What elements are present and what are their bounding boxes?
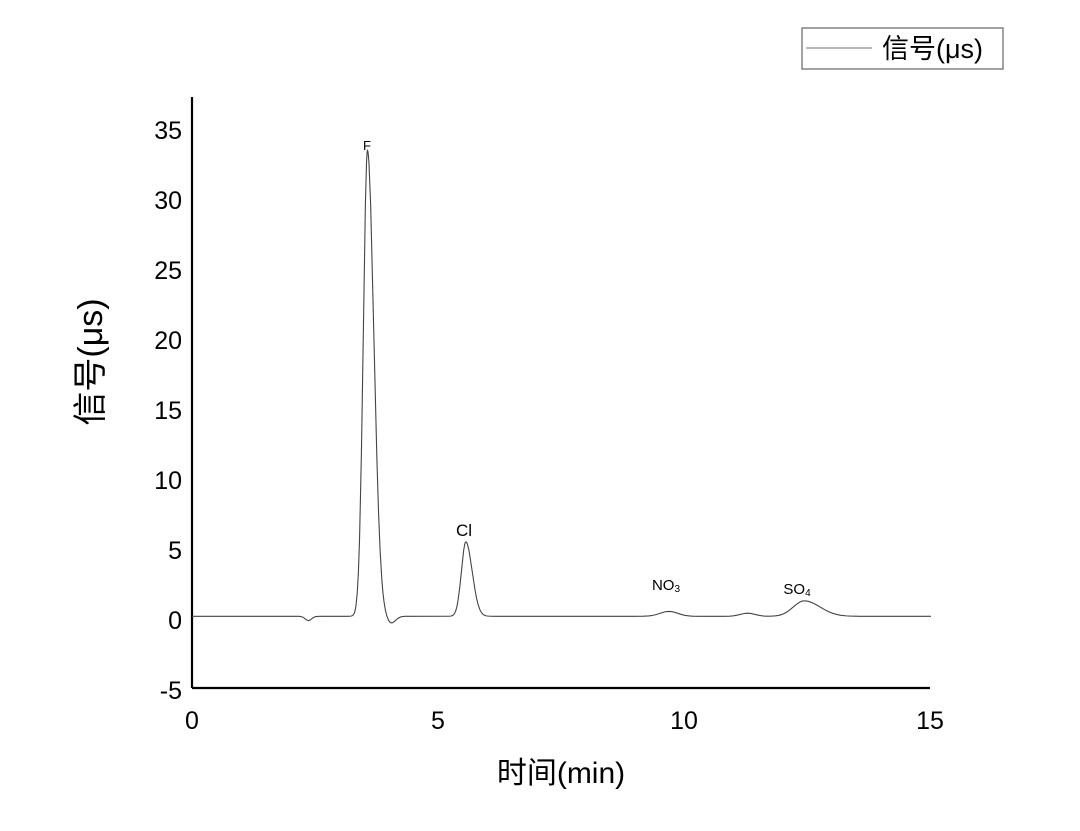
svg-text:30: 30: [154, 187, 182, 215]
svg-text:SO4: SO4: [783, 581, 811, 599]
svg-text:时间(min): 时间(min): [497, 757, 625, 790]
svg-text:Cl: Cl: [456, 521, 472, 540]
svg-text:信号(μs): 信号(μs): [882, 34, 983, 64]
svg-text:15: 15: [916, 707, 944, 735]
svg-text:NO3: NO3: [652, 577, 681, 595]
svg-text:信号(μs): 信号(μs): [72, 298, 110, 425]
svg-text:15: 15: [154, 397, 182, 425]
svg-text:35: 35: [154, 117, 182, 145]
svg-text:20: 20: [154, 327, 182, 355]
svg-text:0: 0: [185, 707, 199, 735]
svg-text:5: 5: [168, 537, 182, 565]
svg-text:F: F: [363, 138, 371, 153]
svg-text:10: 10: [154, 467, 182, 495]
svg-text:-5: -5: [160, 677, 182, 705]
svg-text:0: 0: [168, 607, 182, 635]
svg-text:25: 25: [154, 257, 182, 285]
svg-text:10: 10: [670, 707, 698, 735]
svg-text:5: 5: [431, 707, 445, 735]
